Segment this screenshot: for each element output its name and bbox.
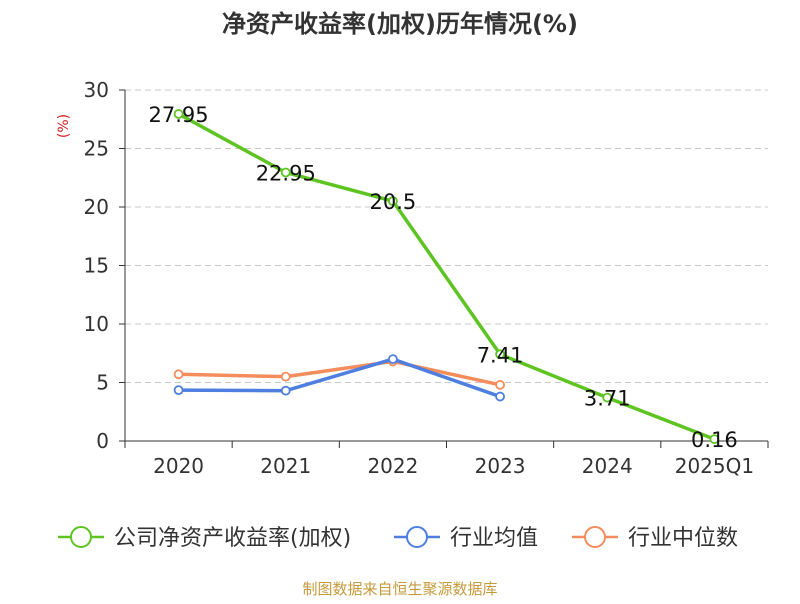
x-tick-label: 2021 (260, 454, 311, 478)
data-labels: 27.95 22.95 20.5 7.41 3.71 0.16 (149, 103, 738, 452)
y-axis-label: (%) (56, 114, 72, 138)
data-point (280, 167, 291, 178)
data-point (495, 391, 505, 402)
x-tick-label: 2020 (153, 454, 204, 478)
gridlines (125, 89, 768, 383)
axes: 0 5 10 15 20 25 30 2020 2021 2022 2023 2024 2025Q1 (84, 78, 769, 478)
legend-marker (70, 526, 92, 548)
data-point (280, 371, 291, 382)
legend-marker (406, 526, 428, 548)
y-tick-label: 30 (84, 78, 109, 102)
legend-label: 公司净资产收益率(加权) (114, 526, 351, 551)
data-point (388, 196, 398, 207)
data-label: 7.41 (477, 343, 524, 367)
y-tick-label: 0 (96, 429, 109, 453)
data-label: 0.16 (691, 428, 738, 452)
data-label: 3.71 (584, 387, 631, 411)
x-tick-label: 2025Q1 (675, 454, 754, 478)
data-point (173, 109, 184, 119)
source-note: 制图数据来自恒生聚源数据库 (302, 580, 497, 598)
legend-item-1[interactable]: 行业均值 (394, 526, 538, 551)
x-tick-label: 2024 (582, 454, 633, 478)
chart-title: 净资产收益率(加权)历年情况(%) (222, 10, 578, 38)
legend-label: 行业均值 (450, 526, 538, 551)
series-line-1 (176, 357, 502, 399)
data-point (602, 392, 613, 403)
y-tick-label: 20 (84, 195, 109, 219)
data-point (173, 369, 184, 380)
data-point (280, 385, 291, 396)
data-point (495, 379, 505, 390)
legend-item-2[interactable]: 行业中位数 (572, 526, 738, 551)
series-line-2 (176, 359, 502, 387)
series-line-0 (176, 112, 717, 441)
legend-label: 行业中位数 (628, 526, 738, 551)
y-tick-label: 15 (84, 254, 109, 278)
legend[interactable]: 公司净资产收益率(加权) 行业均值 行业中位数 (58, 526, 738, 551)
data-label: 27.95 (149, 103, 209, 127)
data-label: 20.5 (370, 190, 417, 214)
legend-marker (584, 526, 606, 548)
data-point (709, 434, 720, 445)
data-point (495, 349, 505, 360)
y-tick-label: 5 (96, 371, 109, 395)
series-lines (173, 109, 720, 445)
data-point (388, 354, 398, 365)
x-tick-label: 2023 (475, 454, 526, 478)
data-label: 22.95 (256, 161, 316, 185)
x-tick-label: 2022 (367, 454, 418, 478)
y-tick-label: 25 (84, 137, 109, 161)
data-point (173, 385, 184, 396)
legend-item-0[interactable]: 公司净资产收益率(加权) (58, 526, 351, 551)
y-tick-label: 10 (84, 312, 109, 336)
